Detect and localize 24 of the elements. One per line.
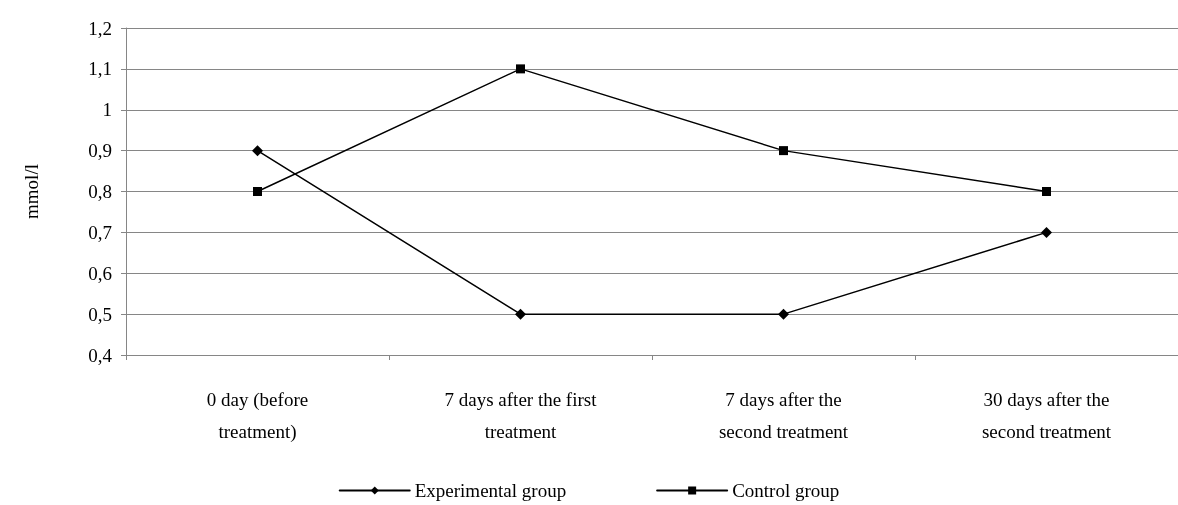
x-tick-label: 7 days after the first treatment — [444, 388, 598, 442]
y-tick-label: 0,5 — [88, 303, 112, 325]
point — [516, 64, 525, 74]
point — [252, 145, 263, 157]
point — [253, 187, 262, 196]
x-tick-label: 30 days after the second treatment — [981, 388, 1112, 442]
y-tick-label: 0,8 — [88, 181, 112, 202]
point — [1042, 187, 1051, 196]
x-tick-label: 7 days after the second treatment — [718, 388, 849, 442]
point — [778, 308, 789, 320]
y-tick-label: 0,4 — [88, 344, 113, 366]
y-tick-label: 1,2 — [88, 17, 112, 39]
y-tick-label: 0,9 — [88, 140, 112, 162]
y-axis-title: mmol/l — [21, 164, 42, 219]
y-tick-label: 0,6 — [88, 262, 112, 284]
point — [1041, 226, 1052, 238]
x-tick-label: 0 day (before treatment) — [206, 388, 309, 443]
point — [515, 308, 526, 320]
legend-label: Control group — [732, 480, 840, 501]
point — [779, 146, 788, 156]
y-tick-label: 1,1 — [88, 58, 112, 80]
y-tick-label: 0,7 — [88, 221, 112, 243]
legend-label: Experimental group — [414, 480, 567, 501]
y-tick-label: 1 — [102, 99, 112, 121]
